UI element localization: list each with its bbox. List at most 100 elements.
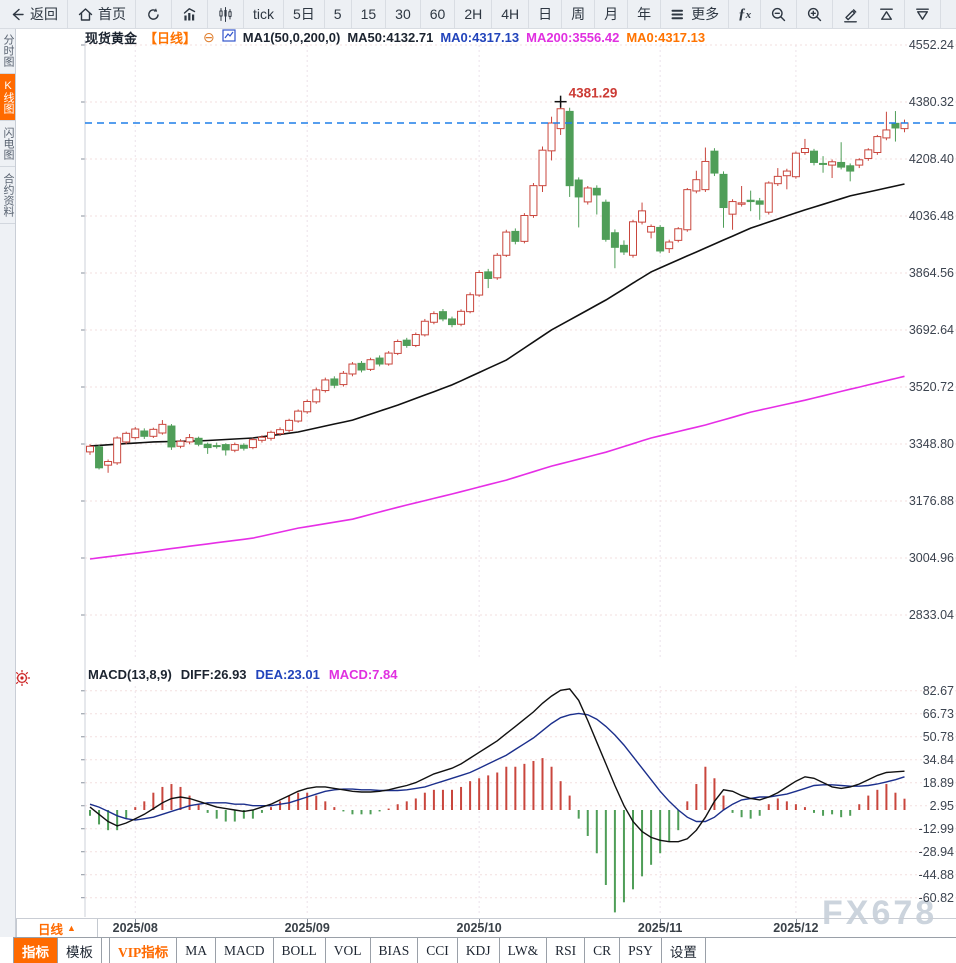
toolbar-period-5-button[interactable]: 5 (325, 0, 352, 28)
candle-body (855, 159, 864, 166)
candle-body (746, 199, 755, 203)
macd-bar (822, 810, 825, 816)
toolbar-period-4h-button[interactable]: 4H (492, 0, 530, 28)
indicator-tab-CCI[interactable]: CCI (418, 938, 458, 963)
date-label: 2025/11 (637, 921, 683, 935)
sidebar-item-分时图[interactable]: 分时图 (0, 28, 15, 74)
macd-bar (89, 810, 91, 816)
candle-body (791, 152, 800, 178)
toolbar-expand-up-button[interactable] (869, 0, 906, 28)
indicator-tab-MA[interactable]: MA (177, 938, 217, 963)
macd-axis-label: 18.89 (922, 775, 954, 790)
toolbar-back-label: 返回 (30, 6, 58, 22)
candle-body (719, 173, 728, 209)
indicator-tab-指标[interactable]: 指标 (13, 938, 58, 963)
toolbar-refresh-button[interactable] (136, 0, 172, 28)
price-macd-chart[interactable]: 4381.29 (16, 28, 956, 918)
candle-body (665, 241, 674, 250)
toolbar-draw-button[interactable] (833, 0, 870, 28)
candle-body (285, 419, 294, 431)
macd-axis-label: 2.95 (929, 798, 954, 813)
period-selector[interactable]: 日线 ▲ (16, 919, 98, 938)
toolbar-formula-button[interactable]: ƒx (729, 0, 762, 28)
indicator-tab-BIAS[interactable]: BIAS (371, 938, 419, 963)
candle-body (167, 425, 176, 448)
toolbar-tick-button[interactable]: tick (244, 0, 284, 28)
indicator-tab-RSI[interactable]: RSI (547, 938, 586, 963)
candle-body (113, 437, 122, 464)
toolbar-period-60-button[interactable]: 60 (421, 0, 456, 28)
period-selector-label: 日线 (38, 922, 64, 937)
macd-bar (894, 792, 897, 810)
indicator-tab-VOL[interactable]: VOL (326, 938, 371, 963)
area-chart-icon (181, 6, 198, 23)
macd-bar (903, 798, 906, 810)
toolbar-period-15-button[interactable]: 15 (352, 0, 387, 28)
macd-bar (360, 810, 363, 815)
toolbar-period-week-button[interactable]: 周 (562, 0, 596, 28)
macd-bar (179, 786, 182, 810)
toolbar-period-day-label: 日 (538, 6, 553, 22)
macd-bar (632, 810, 634, 890)
toolbar-period-month-button[interactable]: 月 (595, 0, 629, 28)
macd-header: MACD(13,8,9) DIFF:26.93 DEA:23.01 MACD:7… (88, 667, 397, 683)
indicator-tab-PSY[interactable]: PSY (620, 938, 662, 963)
macd-bar (695, 784, 698, 810)
collapse-circle-icon[interactable]: ⊖ (203, 28, 215, 45)
toolbar-period-30-button[interactable]: 30 (386, 0, 421, 28)
candle-body (701, 160, 710, 191)
toolbar-period-2h-button[interactable]: 2H (455, 0, 493, 28)
indicator-tab-模板[interactable]: 模板 (58, 938, 102, 963)
indicator-settings-icon[interactable] (13, 669, 31, 687)
indicator-tab-CR[interactable]: CR (585, 938, 621, 963)
candle-body (475, 272, 484, 296)
toolbar-more-button[interactable]: 更多 (661, 0, 730, 28)
indicator-tabs-bar: 指标 模板 VIP指标 MA MACD BOLL VOL BIAS CCI KDJ LW& RSI CR… (13, 937, 956, 963)
candle-body (846, 165, 855, 172)
macd-bar (595, 810, 598, 854)
macd-bar (831, 810, 834, 815)
macd-bar (785, 801, 788, 810)
candle-body (276, 429, 285, 435)
toolbar-home-button[interactable]: 首页 (68, 0, 136, 28)
price-axis-label: 3176.88 (908, 494, 954, 508)
candle-body (493, 254, 502, 279)
candle-body (321, 379, 330, 392)
indicator-tab-设置[interactable]: 设置 (662, 938, 706, 963)
macd-bar (858, 804, 861, 810)
candle-body (882, 129, 891, 139)
ma50-value: MA50:4132.71 (347, 29, 434, 45)
indicator-tab-VIP指标[interactable]: VIP指标 (109, 938, 178, 963)
macd-bar (333, 807, 336, 810)
price-axis-label: 3864.56 (908, 266, 954, 280)
macd-bar (387, 808, 390, 810)
macd-bar (260, 810, 263, 813)
macd-bar (441, 789, 444, 810)
candle-body (583, 187, 592, 203)
indicator-tab-LW&[interactable]: LW& (500, 938, 548, 963)
indicator-tab-BOLL[interactable]: BOLL (274, 938, 326, 963)
candle-body (303, 400, 312, 413)
home-icon (77, 6, 94, 23)
macd-bar (107, 810, 110, 831)
sidebar-item-K线图[interactable]: K线图 (0, 74, 15, 121)
toolbar-back-button[interactable]: 返回 (0, 0, 68, 28)
indicator-tab-KDJ[interactable]: KDJ (458, 938, 500, 963)
toolbar-candle-chart-button[interactable] (208, 0, 244, 28)
sidebar-item-闪电图[interactable]: 闪电图 (0, 121, 15, 167)
toolbar-zoom-out-button[interactable] (761, 0, 798, 28)
toolbar-period-5d-button[interactable]: 5日 (284, 0, 325, 28)
candle-body (375, 357, 384, 365)
toolbar-zoom-in-button[interactable] (797, 0, 834, 28)
mini-chart-icon[interactable] (222, 29, 236, 45)
date-label: 2025/08 (112, 921, 158, 935)
macd-bar (876, 789, 879, 810)
indicator-tab-MACD[interactable]: MACD (216, 938, 274, 963)
toolbar-expand-down-button[interactable] (905, 0, 942, 28)
toolbar-period-year-button[interactable]: 年 (628, 0, 662, 28)
macd-bar (559, 781, 562, 810)
toolbar-area-chart-button[interactable] (172, 0, 208, 28)
toolbar-period-day-button[interactable]: 日 (529, 0, 563, 28)
candle-body (402, 339, 411, 346)
sidebar-item-合约资料[interactable]: 合约资料 (0, 167, 15, 224)
